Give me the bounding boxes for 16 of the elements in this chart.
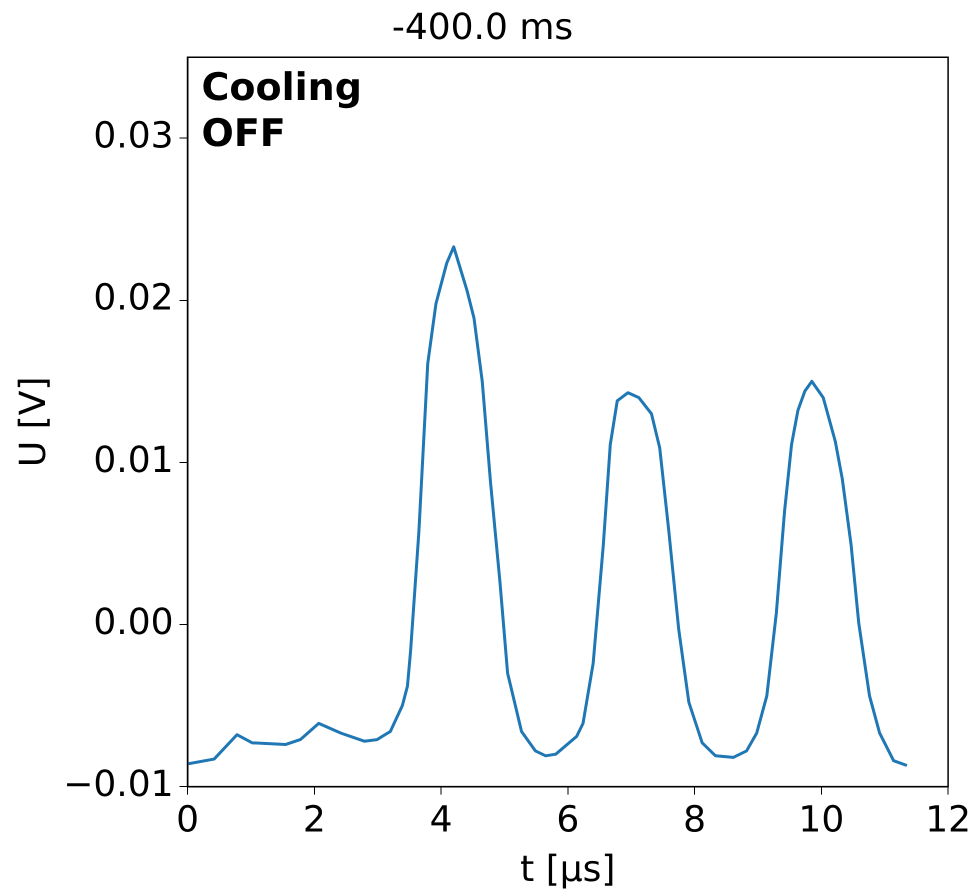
x-axis-title: t [µs]	[520, 848, 616, 890]
y-tick-label: 0.00	[93, 602, 174, 643]
x-tick-label: 2	[302, 800, 326, 841]
y-tick-label: 0.03	[93, 116, 174, 157]
x-tick-label: 10	[798, 800, 844, 841]
y-tick-label: −0.01	[63, 764, 174, 805]
x-tick-label: 12	[925, 800, 971, 841]
x-tick-label: 4	[430, 800, 452, 841]
x-tick-label: 6	[556, 800, 580, 841]
y-tick-label: 0.02	[93, 278, 174, 319]
x-tick-label: 0	[176, 800, 199, 841]
chart-title: -400.0 ms	[392, 6, 574, 48]
y-axis-title: U [V]	[12, 376, 54, 468]
annotation: Cooling OFF	[202, 65, 362, 156]
x-tick-label: 8	[683, 800, 706, 841]
y-tick-label: 0.01	[93, 440, 174, 481]
